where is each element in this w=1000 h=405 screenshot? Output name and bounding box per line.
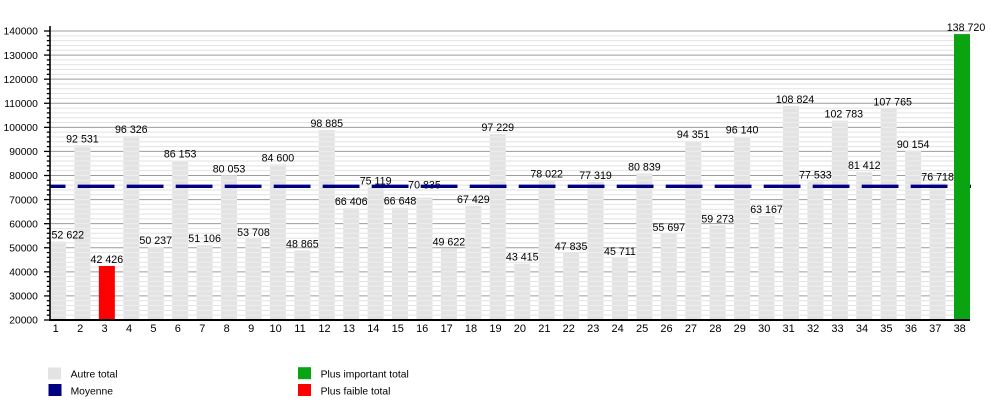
svg-text:84 600: 84 600 <box>262 152 295 164</box>
svg-text:97 229: 97 229 <box>481 122 514 134</box>
svg-text:9: 9 <box>248 323 254 335</box>
svg-text:20: 20 <box>514 323 526 335</box>
svg-text:30: 30 <box>758 323 770 335</box>
svg-text:29: 29 <box>734 323 746 335</box>
svg-text:77 319: 77 319 <box>579 170 612 182</box>
svg-text:90 154: 90 154 <box>897 139 930 151</box>
svg-text:96 140: 96 140 <box>726 124 759 136</box>
svg-text:47 835: 47 835 <box>555 241 588 253</box>
svg-text:77 533: 77 533 <box>799 169 832 181</box>
svg-text:38: 38 <box>954 323 966 335</box>
svg-text:80 839: 80 839 <box>628 161 661 173</box>
svg-text:59 273: 59 273 <box>701 213 734 225</box>
svg-text:67 429: 67 429 <box>457 194 490 206</box>
svg-text:107 765: 107 765 <box>873 96 912 108</box>
svg-text:108 824: 108 824 <box>776 94 815 106</box>
svg-text:45 711: 45 711 <box>604 246 636 258</box>
svg-text:2: 2 <box>77 323 83 335</box>
svg-text:8: 8 <box>224 323 230 335</box>
svg-text:6: 6 <box>175 323 181 335</box>
svg-text:140000: 140000 <box>4 27 39 38</box>
svg-text:80000: 80000 <box>9 171 38 182</box>
svg-text:130000: 130000 <box>4 51 39 62</box>
svg-text:10: 10 <box>269 323 281 335</box>
svg-text:16: 16 <box>416 323 428 335</box>
svg-text:36: 36 <box>905 323 917 335</box>
svg-text:Plus important total: Plus important total <box>321 369 409 380</box>
svg-text:110000: 110000 <box>4 99 38 110</box>
svg-text:76 718: 76 718 <box>921 171 954 183</box>
svg-text:25: 25 <box>636 323 648 335</box>
svg-text:19: 19 <box>489 323 501 335</box>
svg-text:23: 23 <box>587 323 599 335</box>
svg-text:11: 11 <box>294 323 305 335</box>
svg-text:50000: 50000 <box>9 243 38 254</box>
svg-text:7: 7 <box>199 323 205 335</box>
svg-text:60000: 60000 <box>9 219 38 230</box>
svg-text:28: 28 <box>709 323 721 335</box>
svg-text:Moyenne: Moyenne <box>71 386 114 397</box>
svg-text:26: 26 <box>660 323 672 335</box>
svg-text:3: 3 <box>101 323 107 335</box>
svg-text:66 406: 66 406 <box>335 196 368 208</box>
svg-text:Plus faible total: Plus faible total <box>321 386 391 397</box>
svg-text:48 865: 48 865 <box>286 238 319 250</box>
svg-text:66 648: 66 648 <box>384 196 417 208</box>
svg-text:55 697: 55 697 <box>653 222 686 234</box>
svg-text:86 153: 86 153 <box>164 149 197 161</box>
svg-text:49 622: 49 622 <box>433 237 466 249</box>
svg-text:80 053: 80 053 <box>213 163 246 175</box>
svg-text:90000: 90000 <box>9 147 38 158</box>
svg-text:98 885: 98 885 <box>310 118 343 130</box>
svg-text:120000: 120000 <box>4 75 39 86</box>
svg-text:31: 31 <box>783 323 795 335</box>
svg-text:12: 12 <box>318 323 330 335</box>
svg-text:34: 34 <box>856 323 868 335</box>
svg-text:96 326: 96 326 <box>115 124 148 136</box>
svg-text:32: 32 <box>807 323 819 335</box>
svg-text:5: 5 <box>150 323 156 335</box>
svg-text:30000: 30000 <box>9 292 38 303</box>
svg-text:52 622: 52 622 <box>52 229 85 241</box>
svg-text:102 783: 102 783 <box>825 108 864 120</box>
svg-text:81 412: 81 412 <box>848 160 881 172</box>
svg-text:14: 14 <box>367 323 379 335</box>
svg-text:27: 27 <box>685 323 697 335</box>
svg-text:35: 35 <box>880 323 892 335</box>
svg-text:37: 37 <box>929 323 941 335</box>
svg-text:51 106: 51 106 <box>188 233 221 245</box>
svg-text:78 022: 78 022 <box>530 168 563 180</box>
svg-text:43 415: 43 415 <box>506 251 539 263</box>
svg-text:22: 22 <box>563 323 575 335</box>
svg-text:21: 21 <box>538 323 550 335</box>
svg-text:100000: 100000 <box>4 123 39 134</box>
svg-text:50 237: 50 237 <box>139 235 172 247</box>
svg-text:1: 1 <box>53 323 59 335</box>
svg-text:42 426: 42 426 <box>91 254 124 266</box>
svg-text:53 708: 53 708 <box>237 227 270 239</box>
svg-text:40000: 40000 <box>9 268 38 279</box>
svg-text:4: 4 <box>126 323 132 335</box>
svg-text:18: 18 <box>465 323 477 335</box>
svg-text:33: 33 <box>831 323 843 335</box>
svg-text:92 531: 92 531 <box>66 133 99 145</box>
svg-text:24: 24 <box>612 323 624 335</box>
svg-text:63 167: 63 167 <box>750 204 783 216</box>
svg-text:Autre total: Autre total <box>71 369 118 380</box>
svg-text:17: 17 <box>440 323 452 335</box>
svg-text:20000: 20000 <box>9 316 38 327</box>
svg-text:70000: 70000 <box>9 195 38 206</box>
svg-text:15: 15 <box>392 323 404 335</box>
svg-text:94 351: 94 351 <box>677 129 710 141</box>
svg-text:75 119: 75 119 <box>360 175 392 187</box>
svg-text:13: 13 <box>343 323 355 335</box>
svg-text:138 720: 138 720 <box>947 22 986 34</box>
